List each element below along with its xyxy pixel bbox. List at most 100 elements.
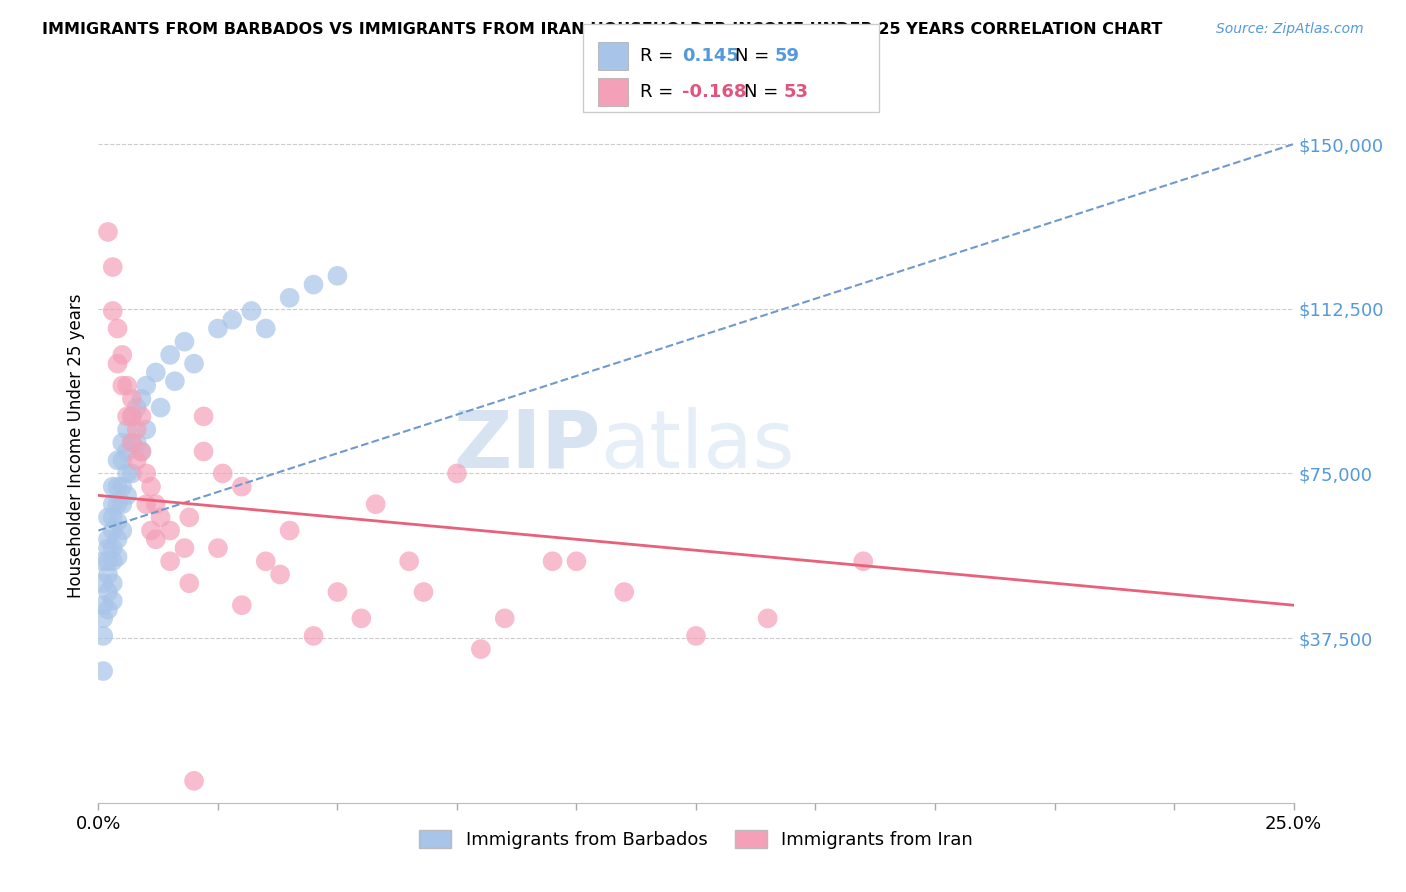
Point xyxy=(115,409,138,424)
Point xyxy=(145,533,167,547)
Point xyxy=(173,334,195,349)
Point xyxy=(159,554,181,568)
Point xyxy=(97,533,120,547)
Point xyxy=(101,510,124,524)
Point xyxy=(613,585,636,599)
Point xyxy=(163,374,186,388)
Point xyxy=(121,435,143,450)
Point xyxy=(398,554,420,568)
Point xyxy=(852,554,875,568)
Point xyxy=(101,304,124,318)
Point xyxy=(221,312,243,326)
Point xyxy=(756,611,779,625)
Point xyxy=(107,533,129,547)
Point xyxy=(121,435,143,450)
Point xyxy=(193,444,215,458)
Point xyxy=(121,467,143,481)
Point xyxy=(91,611,114,625)
Point xyxy=(121,392,143,406)
Text: atlas: atlas xyxy=(600,407,794,485)
Point xyxy=(91,664,114,678)
Point xyxy=(254,321,277,335)
Point xyxy=(121,409,143,424)
Point xyxy=(149,401,172,415)
Point xyxy=(131,409,153,424)
Point xyxy=(101,554,124,568)
Point xyxy=(240,304,263,318)
Point xyxy=(97,567,120,582)
Legend: Immigrants from Barbados, Immigrants from Iran: Immigrants from Barbados, Immigrants fro… xyxy=(409,821,983,858)
Point xyxy=(111,378,134,392)
Point xyxy=(207,321,229,335)
Point xyxy=(139,524,162,538)
Point xyxy=(565,554,588,568)
Point xyxy=(173,541,195,555)
Point xyxy=(97,541,120,555)
Point xyxy=(97,602,120,616)
Point xyxy=(685,629,707,643)
Point xyxy=(125,401,148,415)
Point xyxy=(139,480,162,494)
Point xyxy=(131,444,153,458)
Point xyxy=(412,585,434,599)
Text: 59: 59 xyxy=(775,47,800,65)
Point xyxy=(494,611,516,625)
Point xyxy=(145,497,167,511)
Point xyxy=(107,497,129,511)
Point xyxy=(269,567,291,582)
Point xyxy=(97,225,120,239)
Point xyxy=(193,409,215,424)
Point xyxy=(135,378,157,392)
Point xyxy=(91,554,114,568)
Point xyxy=(541,554,564,568)
Point xyxy=(326,585,349,599)
Point xyxy=(179,510,201,524)
Point xyxy=(125,435,148,450)
Point xyxy=(115,423,138,437)
Text: R =: R = xyxy=(640,47,679,65)
Point xyxy=(101,260,124,274)
Point xyxy=(115,467,138,481)
Point xyxy=(101,576,124,591)
Point xyxy=(107,453,129,467)
Point xyxy=(470,642,492,657)
Point xyxy=(91,576,114,591)
Point xyxy=(101,524,124,538)
Point xyxy=(183,357,205,371)
Point xyxy=(278,524,301,538)
Point xyxy=(231,480,253,494)
Point xyxy=(135,497,157,511)
Point xyxy=(125,423,148,437)
Point xyxy=(121,409,143,424)
Point xyxy=(302,277,325,292)
Text: N =: N = xyxy=(744,83,783,101)
Point xyxy=(364,497,387,511)
Point xyxy=(159,348,181,362)
Point xyxy=(179,576,201,591)
Point xyxy=(101,594,124,608)
Point xyxy=(115,488,138,502)
Point xyxy=(145,366,167,380)
Point xyxy=(91,598,114,612)
Text: Source: ZipAtlas.com: Source: ZipAtlas.com xyxy=(1216,22,1364,37)
Point xyxy=(115,378,138,392)
Point xyxy=(97,585,120,599)
Point xyxy=(131,392,153,406)
Point xyxy=(254,554,277,568)
Point xyxy=(131,444,153,458)
Text: ZIP: ZIP xyxy=(453,407,600,485)
Point xyxy=(278,291,301,305)
Point xyxy=(97,554,120,568)
Point xyxy=(159,524,181,538)
Point xyxy=(101,497,124,511)
Point xyxy=(111,435,134,450)
Point xyxy=(107,321,129,335)
Y-axis label: Householder Income Under 25 years: Householder Income Under 25 years xyxy=(66,293,84,599)
Point xyxy=(302,629,325,643)
Point xyxy=(207,541,229,555)
Point xyxy=(97,510,120,524)
Point xyxy=(231,598,253,612)
Point xyxy=(350,611,373,625)
Point xyxy=(111,497,134,511)
Point xyxy=(135,423,157,437)
